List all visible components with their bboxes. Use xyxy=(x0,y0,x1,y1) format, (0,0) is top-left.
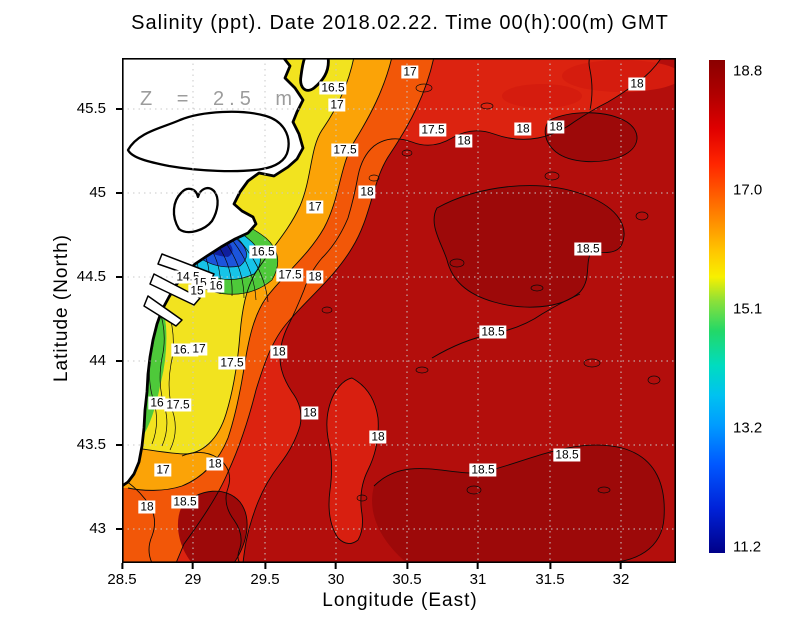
x-tick: 28.5 xyxy=(107,563,137,588)
contour-label: 18.5 xyxy=(171,494,199,509)
x-tick: 31.5 xyxy=(535,563,565,588)
contour-label: 17.5 xyxy=(419,122,447,137)
colorbar-tick-label: 18.8 xyxy=(733,62,763,80)
x-tick-label: 29 xyxy=(184,571,202,588)
contour-label: 16.5 xyxy=(249,244,277,259)
x-tick-mark xyxy=(405,563,408,569)
x-tick-label: 28.5 xyxy=(107,571,137,588)
x-tick-mark xyxy=(263,563,266,569)
contour-label: 16 xyxy=(207,278,225,293)
map-canvas xyxy=(122,58,676,563)
y-tick-label: 44.5 xyxy=(76,268,106,285)
land xyxy=(122,58,330,488)
x-tick: 31 xyxy=(469,563,487,588)
contour-label: 18 xyxy=(206,456,224,471)
contour-label: 18 xyxy=(547,119,565,134)
y-tick-mark xyxy=(116,528,122,530)
y-tick-label: 45.5 xyxy=(76,100,106,117)
colorbar-tick-label: 17.0 xyxy=(733,181,763,199)
y-tick-mark xyxy=(116,192,122,194)
contour-label: 18.5 xyxy=(469,462,497,477)
x-tick-mark xyxy=(477,563,479,569)
contour-label: 16 xyxy=(148,395,166,410)
x-tick-mark xyxy=(120,563,123,569)
contour-label: 18 xyxy=(369,429,387,444)
y-tick-label: 43 xyxy=(89,520,106,537)
contour-label: 18.5 xyxy=(574,241,602,256)
contour-label: 17 xyxy=(306,199,324,214)
x-tick-label: 31.5 xyxy=(535,571,565,588)
y-tick-label: 44 xyxy=(89,352,106,369)
island xyxy=(299,58,330,92)
y-tick-mark xyxy=(116,108,122,110)
contour-label: 18 xyxy=(270,344,288,359)
x-tick-mark xyxy=(548,563,551,569)
contour-lines xyxy=(122,58,676,563)
contour-label: 17 xyxy=(401,64,419,79)
x-tick: 29.5 xyxy=(250,563,280,588)
y-tick-mark xyxy=(116,360,122,362)
contour-label: 17.5 xyxy=(276,267,304,282)
contour-label: 18 xyxy=(628,76,646,91)
y-tick-mark xyxy=(116,276,122,278)
y-axis-title: Latitude (North) xyxy=(51,233,72,383)
plot-frame xyxy=(122,58,676,563)
contour-label: 18 xyxy=(138,499,156,514)
contour-label: 16.5 xyxy=(319,80,347,95)
x-tick: 32 xyxy=(612,563,630,588)
contour-label: 18 xyxy=(301,405,319,420)
x-tick: 30.5 xyxy=(392,563,422,588)
contour-label: 18.5 xyxy=(479,324,507,339)
contour-label: 18 xyxy=(306,269,324,284)
contour-label: 17 xyxy=(190,341,208,356)
x-tick-mark xyxy=(620,563,622,569)
contour-label: 18 xyxy=(358,184,376,199)
contour-label: 17.5 xyxy=(164,397,192,412)
x-tick-mark xyxy=(335,563,337,569)
contour-label: 15 xyxy=(188,283,206,298)
x-tick-label: 32 xyxy=(612,571,630,588)
contour-label: 17 xyxy=(154,462,172,477)
lagoon-outline xyxy=(126,110,290,173)
colorbar-tick-label: 13.2 xyxy=(733,419,763,437)
contour-label: 17.5 xyxy=(331,142,359,157)
x-tick: 29 xyxy=(184,563,202,588)
colorbar: 18.8 17.0 15.1 13.2 11.2 xyxy=(709,60,762,556)
contour-label: 18.5 xyxy=(553,447,581,462)
colorbar-tick-label: 15.1 xyxy=(733,300,763,318)
plot-title: Salinity (ppt). Date 2018.02.22. Time 00… xyxy=(131,12,669,34)
colorbar-tick-label: 11.2 xyxy=(733,538,762,556)
map-plot-area: Z = 2.5 m 17 16.5 17 17.5 17.5 18 18 18 18 18 17 16… xyxy=(77,58,676,588)
x-tick-label: 29.5 xyxy=(250,571,280,588)
depth-annotation: Z = 2.5 m xyxy=(140,88,298,110)
x-tick-label: 30 xyxy=(327,571,345,588)
x-tick: 30 xyxy=(327,563,345,588)
x-tick-mark xyxy=(192,563,194,569)
contour-label: 17.5 xyxy=(218,355,246,370)
y-tick-mark xyxy=(116,444,122,446)
lagoon-outline-2 xyxy=(172,187,219,234)
contour-label: 18 xyxy=(455,133,473,148)
contour-label: 17 xyxy=(328,97,346,112)
x-tick-label: 31 xyxy=(469,571,487,588)
x-axis-title: Longitude (East) xyxy=(322,590,478,611)
y-tick-label: 45 xyxy=(89,184,106,201)
y-tick-label: 43.5 xyxy=(76,436,106,453)
contour-label: 18 xyxy=(514,121,532,136)
x-tick-label: 30.5 xyxy=(392,571,422,588)
